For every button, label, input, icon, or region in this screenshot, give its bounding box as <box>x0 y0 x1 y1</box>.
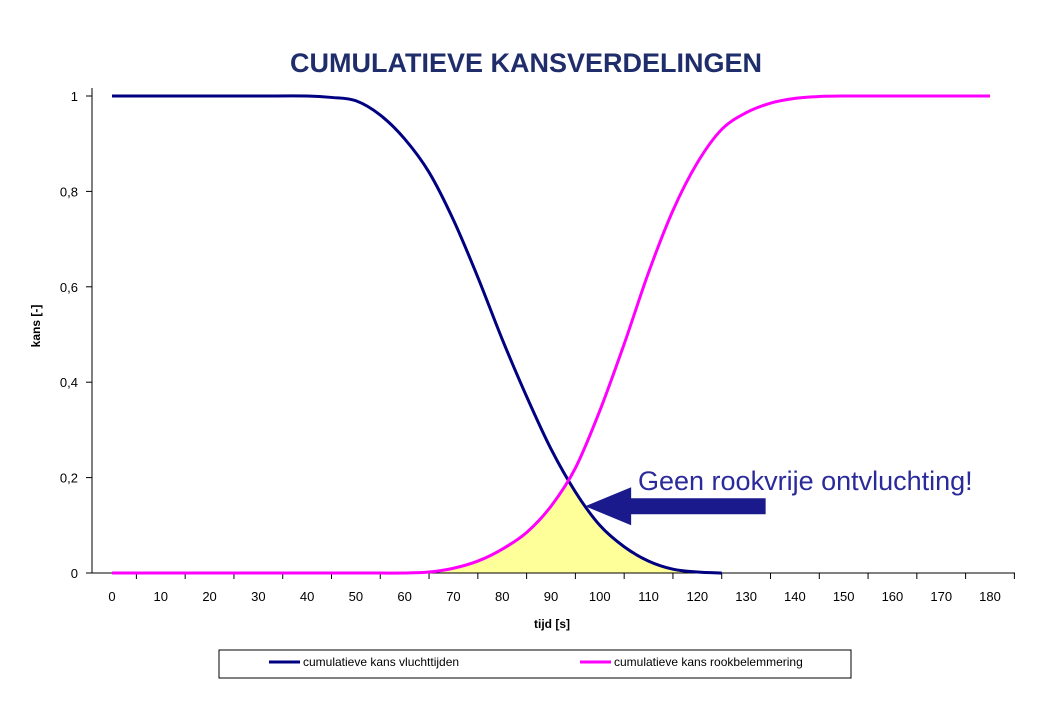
overlap-shaded-region <box>404 479 747 573</box>
x-tick-label: 160 <box>882 589 904 604</box>
shaded-region-layer <box>404 479 747 573</box>
legend-label-rookbelemmering: cumulatieve kans rookbelemmering <box>614 655 803 669</box>
x-tick-label: 70 <box>446 589 460 604</box>
y-tick-label: 0 <box>71 566 78 581</box>
x-tick-label: 80 <box>495 589 509 604</box>
chart-title: CUMULATIEVE KANSVERDELINGEN <box>290 48 762 78</box>
x-tick-label: 180 <box>979 589 1001 604</box>
y-tick-label: 0,4 <box>60 375 78 390</box>
y-tick-label: 0,8 <box>60 184 78 199</box>
x-tick-label: 30 <box>251 589 265 604</box>
x-tick-label: 100 <box>589 589 611 604</box>
x-tick-label: 130 <box>735 589 757 604</box>
series-layer <box>111 94 990 575</box>
series-line-vluchttijden <box>111 94 722 575</box>
legend: cumulatieve kans vluchttijden cumulatiev… <box>218 649 852 679</box>
annotation-text: Geen rookvrije ontvluchting! <box>638 466 973 496</box>
x-tick-label: 140 <box>784 589 806 604</box>
annotation-arrow <box>585 487 766 526</box>
x-tick-label: 110 <box>638 589 659 604</box>
x-tick-label: 0 <box>108 589 115 604</box>
axes-layer: 00,20,40,60,810 10 20 30 40 50 60 70 80 90 100 110 1… <box>60 88 1015 604</box>
x-tick-label: 90 <box>544 589 558 604</box>
x-tick-label: 20 <box>202 589 216 604</box>
y-tick-label: 0,6 <box>60 280 78 295</box>
x-tick-label: 50 <box>349 589 363 604</box>
x-tick-label: 150 <box>833 589 855 604</box>
y-axis-title: kans [-] <box>29 305 43 348</box>
legend-box <box>218 649 852 679</box>
x-tick-label: 120 <box>686 589 708 604</box>
x-tick-label: 40 <box>300 589 314 604</box>
y-tick-label: 1 <box>71 89 78 104</box>
y-tick-label: 0,2 <box>60 471 78 486</box>
x-axis-title: tijd [s] <box>534 617 570 631</box>
x-tick-label: 10 <box>154 589 168 604</box>
x-tick-label: 170 <box>930 589 952 604</box>
annotation-layer: Geen rookvrije ontvluchting! <box>585 466 973 526</box>
x-tick-label: 60 <box>397 589 411 604</box>
legend-label-vluchttijden: cumulatieve kans vluchttijden <box>303 655 459 669</box>
series-line-rookbelemmering <box>111 94 990 575</box>
